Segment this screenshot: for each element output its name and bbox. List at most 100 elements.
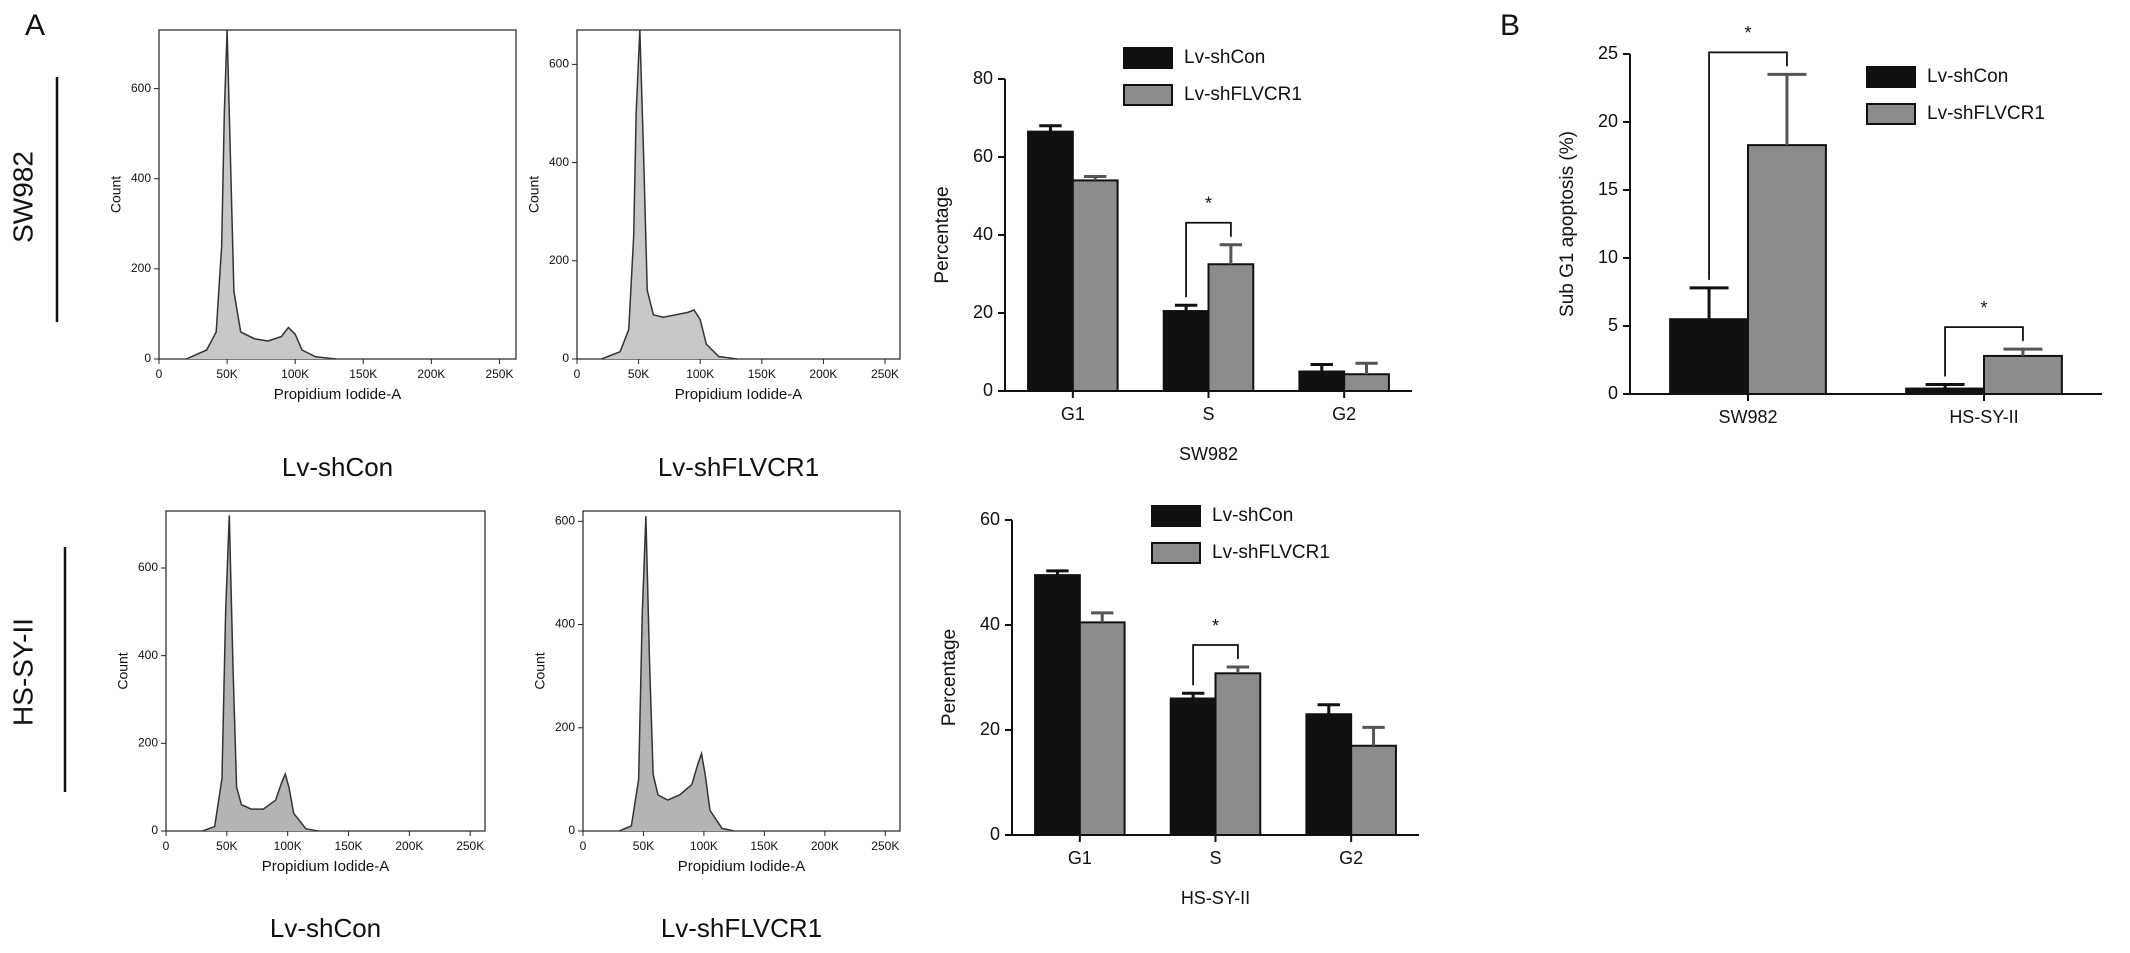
plot-frame [158,29,517,360]
bar [1298,370,1346,392]
legend-label: Lv-shFLVCR1 [1927,103,2045,124]
x-tick-label: 50K [633,839,654,853]
y-tick-label: 0 [144,351,151,365]
y-tick-label: 400 [131,171,151,185]
y-tick-label: 60 [980,509,1000,529]
y-tick-label: 40 [973,224,993,244]
y-tick-label: 600 [131,81,151,95]
y-tick-label: 10 [1598,247,1618,267]
significance-bracket [1192,644,1239,686]
error-bar [1084,175,1107,181]
significance-star: * [1980,298,1987,318]
x-tick-label: 250K [871,839,899,853]
bar [1027,130,1074,392]
legend-label: Lv-shCon [1212,505,1293,526]
error-bar [1925,382,1965,389]
x-tick-label: 150K [335,839,363,853]
x-tick-label: 200K [811,839,839,853]
panel-label: A [25,9,45,42]
caption: Lv-shCon [270,913,381,943]
y-tick-label: 200 [549,253,569,267]
y-tick-label: 200 [555,720,575,734]
x-tick-label: SW982 [1718,407,1777,427]
histogram [202,515,319,832]
x-tick-label: 100K [686,367,714,381]
y-tick-label: 40 [980,614,1000,634]
x-axis-label: Propidium Iodide-A [274,386,402,403]
x-tick-label: 50K [216,367,237,381]
y-tick-label: 0 [562,351,569,365]
x-axis-label: Propidium Iodide-A [678,858,806,875]
bar [1034,574,1081,836]
y-tick-label: 400 [555,617,575,631]
x-axis-label: Propidium Iodide-A [262,858,390,875]
bar [1169,697,1217,836]
y-tick-label: 0 [151,823,158,837]
row-label: HS-SY-II [7,618,38,726]
y-tick-label: 60 [973,146,993,166]
y-axis-label: Sub G1 apoptosis (%) [1557,131,1578,317]
y-tick-label: 20 [980,719,1000,739]
x-tick-label: 50K [628,367,649,381]
error-bar [1091,611,1114,623]
error-bar [1174,303,1198,312]
bar [1350,744,1397,836]
error-bar [2003,347,2043,356]
x-tick-label: S [1202,404,1214,424]
y-tick-label: 0 [990,824,1000,844]
y-tick-label: 80 [973,68,993,88]
x-tick-label: 0 [574,367,581,381]
legend-swatch [1123,84,1173,106]
y-axis-label: Count [532,652,548,689]
error-bar [1310,362,1333,372]
bar [1983,354,2063,396]
legend-label: Lv-shFLVCR1 [1212,542,1330,563]
bar [1905,387,1985,395]
x-tick-label: G2 [1339,848,1363,868]
histogram [618,516,735,832]
plot-frame [576,29,901,360]
y-tick-label: 400 [138,648,158,662]
y-tick-label: 0 [1608,383,1618,403]
x-tick-label: 0 [580,839,587,853]
y-axis-label: Count [115,652,131,689]
y-axis-label: Count [108,176,124,213]
x-tick-label: 0 [163,839,170,853]
error-bar [1355,361,1378,375]
bar [1669,318,1749,396]
histogram [601,29,738,360]
error-bar [1767,72,1807,146]
x-tick-label: 200K [809,367,837,381]
x-tick-label: 200K [417,367,445,381]
legend-swatch [1866,103,1916,125]
x-axis-label: Propidium Iodide-A [675,386,803,403]
error-bar [1181,691,1205,699]
y-tick-label: 200 [131,261,151,275]
y-tick-label: 20 [1598,111,1618,131]
y-tick-label: 25 [1598,43,1618,63]
error-bar [1046,569,1069,576]
panel-label: B [1500,9,1520,42]
x-tick-label: 150K [349,367,377,381]
x-tick-label: 250K [485,367,513,381]
x-tick-label: 100K [690,839,718,853]
legend-swatch [1866,66,1916,88]
x-tick-label: S [1209,848,1221,868]
bar [1214,672,1262,836]
significance-star: * [1212,616,1219,636]
y-axis-label: Count [526,176,542,213]
histogram [185,29,337,360]
error-bar [1689,286,1729,320]
bar [1207,263,1255,392]
error-bar [1226,665,1250,674]
bar [1343,373,1390,393]
x-tick-label: G1 [1061,404,1085,424]
x-tick-label: 200K [395,839,423,853]
significance-bracket [1944,326,2024,377]
bar [1078,621,1126,836]
x-tick-label: 250K [871,367,899,381]
x-tick-label: 250K [456,839,484,853]
legend-label: Lv-shCon [1927,66,2008,87]
